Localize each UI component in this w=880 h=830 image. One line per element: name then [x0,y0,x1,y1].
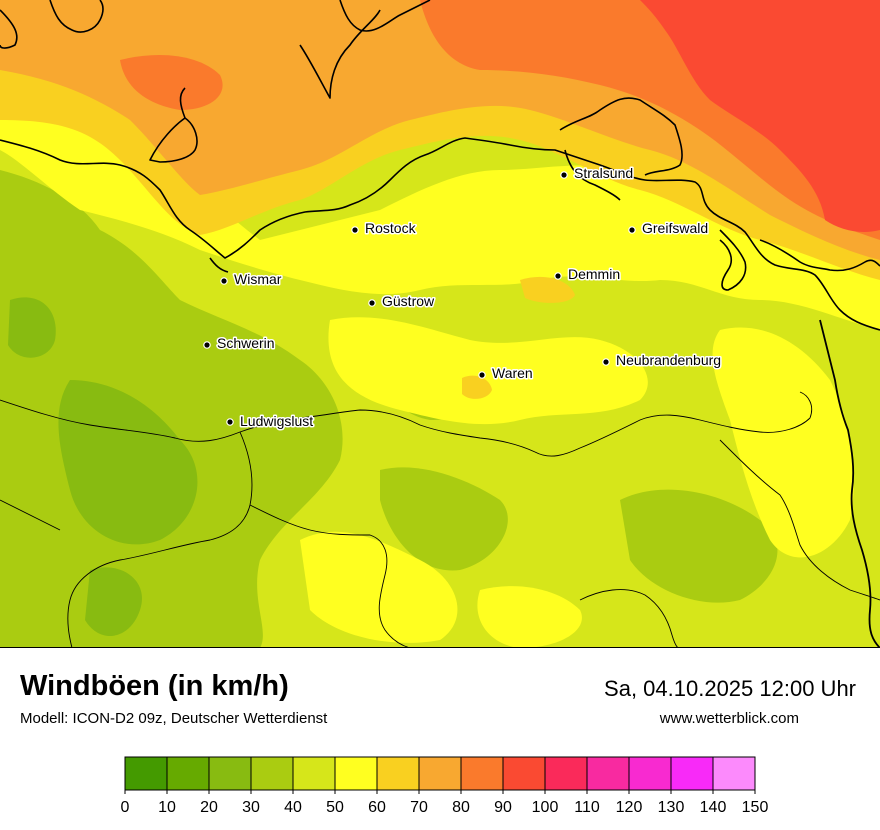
legend-swatch [251,757,293,790]
legend-tick-label: 90 [494,799,512,816]
city-label: Neubrandenburg [616,352,721,368]
city-label: Stralsund [574,165,633,181]
model-subtitle: Modell: ICON-D2 09z, Deutscher Wetterdie… [20,710,328,727]
legend-tick-label: 20 [200,799,218,816]
legend-tick-label: 50 [326,799,344,816]
city-label: Güstrow [382,293,435,309]
city-label: Waren [492,365,533,381]
legend-tick-label: 130 [658,799,685,816]
color-scale-legend: 0 10 20 30 40 50 60 70 80 90 100 110 120 130 140 150 [121,756,769,816]
gust-zone-30-40-east [620,489,778,603]
legend-swatch [671,757,713,790]
city-schwerin: Schwerin [203,334,276,353]
gust-zone-20-30-west [8,297,56,358]
gust-zone-30-40-west [0,170,343,648]
gust-patch-orange-waren [462,375,492,399]
city-label: Schwerin [217,335,275,351]
gust-zone-50-60-mid [328,317,648,425]
city-dot [554,272,562,280]
city-wismar: Wismar [220,270,283,289]
city-dot [220,277,228,285]
city-demmin: Demmin [554,265,622,284]
gust-zone-20-30-south [85,567,142,637]
city-dot [203,341,211,349]
legend-swatch [503,757,545,790]
city-dot [560,171,568,179]
forecast-datetime: Sa, 04.10.2025 12:00 Uhr [604,676,856,701]
legend-tick-label: 80 [452,799,470,816]
gust-patch-orange-demmin [520,276,575,303]
legend-swatch [545,757,587,790]
city-dot [226,418,234,426]
gust-zone-90-100-sea [640,0,880,232]
city-neubrandenburg: Neubrandenburg [602,351,723,370]
city-dot [628,226,636,234]
wind-gust-map: Stralsund Rostock Greifswald Wismar Demm… [0,0,880,648]
city-dot [602,358,610,366]
city-stralsund: Stralsund [560,164,635,183]
state-borders [0,391,880,648]
legend-swatch [125,757,167,790]
legend-swatches [124,756,756,791]
city-waren: Waren [478,364,534,383]
coastline [0,0,880,331]
city-label: Demmin [568,266,620,282]
legend-tick-label: 10 [158,799,176,816]
legend-tick-label: 120 [616,799,643,816]
legend-swatch [461,757,503,790]
legend-tick-label: 0 [121,799,130,816]
legend-tick-label: 150 [742,799,769,816]
country-border [819,319,880,648]
website-label: www.wetterblick.com [659,710,799,727]
city-greifswald: Greifswald [628,219,710,238]
legend-swatch [167,757,209,790]
legend-swatch [713,757,755,790]
legend-swatch [335,757,377,790]
city-label: Greifswald [642,220,708,236]
gust-zone-20-30-sw [58,380,198,545]
city-dot [368,299,376,307]
legend-tick-label: 100 [532,799,559,816]
legend-swatch [629,757,671,790]
legend-swatch [377,757,419,790]
city-dot [478,371,486,379]
legend-tick-label: 60 [368,799,386,816]
legend-swatch [587,757,629,790]
legend-swatch [209,757,251,790]
city-ludwigslust: Ludwigslust [226,412,315,431]
legend-swatch [293,757,335,790]
legend-ticks: 0 10 20 30 40 50 60 70 80 90 100 110 120 130 140 150 [121,757,769,816]
legend-tick-label: 140 [700,799,727,816]
map-title: Windböen (in km/h) [20,670,289,702]
legend-tick-label: 70 [410,799,428,816]
city-label: Wismar [234,271,282,287]
city-label: Rostock [365,220,417,236]
city-markers: Stralsund Rostock Greifswald Wismar Demm… [203,164,723,431]
city-rostock: Rostock [351,219,418,238]
gust-zone-30-40-south [380,467,508,571]
gust-zone-80-90-west [120,55,223,110]
city-label: Ludwigslust [240,413,313,429]
legend-swatch [419,757,461,790]
legend-tick-label: 30 [242,799,260,816]
gust-zone-50-60-sm [477,586,582,648]
gust-zone-50-60-se [712,327,854,558]
city-dot [351,226,359,234]
legend-tick-label: 110 [574,799,600,816]
gust-zone-50-60-coast [0,100,880,330]
city-guestrow: Güstrow [368,292,437,311]
gust-zone-50-60-south [300,531,458,643]
legend-tick-label: 40 [284,799,302,816]
